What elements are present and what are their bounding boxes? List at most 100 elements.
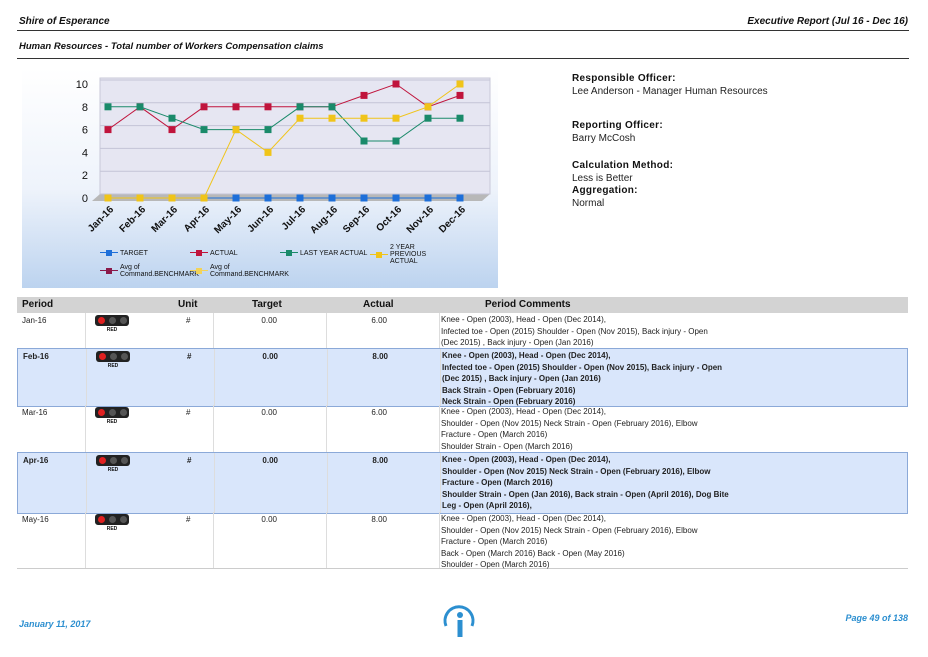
cell-border	[214, 349, 215, 406]
cell-border	[214, 453, 215, 513]
table-header-bg	[17, 297, 908, 313]
cell-border	[440, 453, 441, 513]
status: RED	[106, 419, 118, 425]
light	[120, 516, 127, 523]
series-marker	[264, 126, 272, 134]
comment-line: Fracture - Open (March 2016)	[442, 478, 553, 487]
series-line	[108, 83, 461, 199]
light	[120, 409, 127, 416]
legend-marker	[106, 268, 112, 274]
light	[109, 409, 116, 416]
status: RED	[107, 467, 119, 473]
series-marker	[392, 194, 400, 202]
cell-border	[85, 405, 86, 452]
series-marker	[104, 126, 112, 134]
series-marker	[296, 103, 304, 111]
comment-line: Shoulder - Open (Nov 2015) Neck Strain -…	[442, 466, 711, 476]
info-label: Responsible Officer:	[572, 73, 676, 84]
info-value: Normal	[572, 198, 605, 209]
series-marker	[360, 114, 368, 122]
light	[99, 457, 106, 464]
cell-border	[86, 453, 87, 513]
period: Feb-16	[23, 352, 49, 361]
cell-border	[85, 512, 86, 568]
comment-line: Shoulder Strain - Open (Jan 2016), Back …	[442, 489, 729, 499]
cell-border	[86, 349, 87, 406]
comment-line: Knee - Open (2003), Head - Open (Dec 201…	[441, 315, 606, 324]
light	[98, 409, 105, 416]
light	[121, 457, 128, 464]
traffic-light	[95, 407, 129, 418]
legend-marker	[286, 250, 292, 256]
series-marker	[392, 114, 400, 122]
legend-item: 2 YEAR PREVIOUS ACTUAL	[370, 244, 456, 265]
actual: 8.00	[371, 515, 387, 524]
light	[110, 353, 117, 360]
status: RED	[106, 526, 118, 532]
series-marker	[296, 194, 304, 202]
actual: 6.00	[371, 316, 387, 325]
organisation: Shire of Esperance	[19, 16, 110, 27]
legend-item: LAST YEAR ACTUAL	[280, 249, 368, 257]
series-marker	[456, 91, 464, 99]
legend-swatch	[100, 249, 118, 257]
column-header: Period	[22, 299, 54, 310]
comment-line: Neck Strain - Open (February 2016)	[442, 397, 576, 406]
y-tick-label: 6	[82, 125, 88, 137]
legend-label: 2 YEAR PREVIOUS ACTUAL	[390, 244, 427, 265]
cell-border	[440, 349, 441, 406]
light	[109, 317, 116, 324]
legend-marker	[106, 250, 112, 256]
series-marker	[456, 80, 464, 88]
y-tick-label: 0	[82, 193, 88, 205]
comment-line: Infected toe - Open (2015) Shoulder - Op…	[442, 362, 723, 372]
period: May-16	[22, 515, 49, 524]
series-marker	[232, 103, 240, 111]
light	[121, 353, 128, 360]
cell-border	[326, 313, 327, 348]
series-marker	[328, 194, 336, 202]
column-header: Unit	[178, 299, 198, 310]
info-value: Barry McCosh	[572, 133, 636, 144]
column-header: Target	[252, 299, 282, 310]
comment-line: (Dec 2015) , Back injury - Open (Jan 201…	[441, 338, 594, 347]
legend-marker	[376, 251, 382, 258]
traffic-light	[95, 514, 129, 525]
target: 0.00	[261, 316, 277, 325]
series-marker	[360, 91, 368, 99]
series-marker	[200, 194, 208, 202]
series-marker	[264, 103, 272, 111]
info-label: Calculation Method:	[572, 160, 674, 171]
status: RED	[106, 327, 118, 333]
series-marker	[264, 194, 272, 202]
series-marker	[456, 114, 464, 122]
comment-line: Shoulder - Open (Nov 2015) Neck Strain -…	[441, 418, 698, 428]
series-marker	[232, 194, 240, 202]
unit: #	[187, 352, 192, 361]
comment-line: Shoulder Strain - Open (March 2016)	[441, 441, 573, 451]
target: 0.00	[261, 408, 277, 417]
series-marker	[456, 194, 464, 202]
series-marker	[424, 103, 432, 111]
cell-border	[213, 405, 214, 452]
series-marker	[424, 194, 432, 202]
comment-line: Shoulder - Open (Nov 2015) Neck Strain -…	[441, 525, 698, 535]
comment-line: Knee - Open (2003), Head - Open (Dec 201…	[442, 455, 611, 464]
actual: 6.00	[371, 408, 387, 417]
period: Apr-16	[23, 456, 49, 465]
cell-border	[213, 313, 214, 348]
series-marker	[328, 114, 336, 122]
legend-label: ACTUAL	[210, 249, 238, 257]
y-tick-label: 2	[82, 170, 88, 182]
legend-swatch	[100, 267, 118, 275]
column-header: Actual	[363, 299, 394, 310]
table-row: Feb-16 RED #0.00 8.00 Knee - Open (2003), He…	[17, 348, 908, 407]
light	[98, 516, 105, 523]
light	[99, 353, 106, 360]
footer-page: Page 49 of 138	[845, 613, 908, 623]
cell-border	[85, 313, 86, 348]
series-marker	[264, 148, 272, 156]
traffic-light	[96, 455, 130, 466]
series-line	[107, 83, 461, 131]
